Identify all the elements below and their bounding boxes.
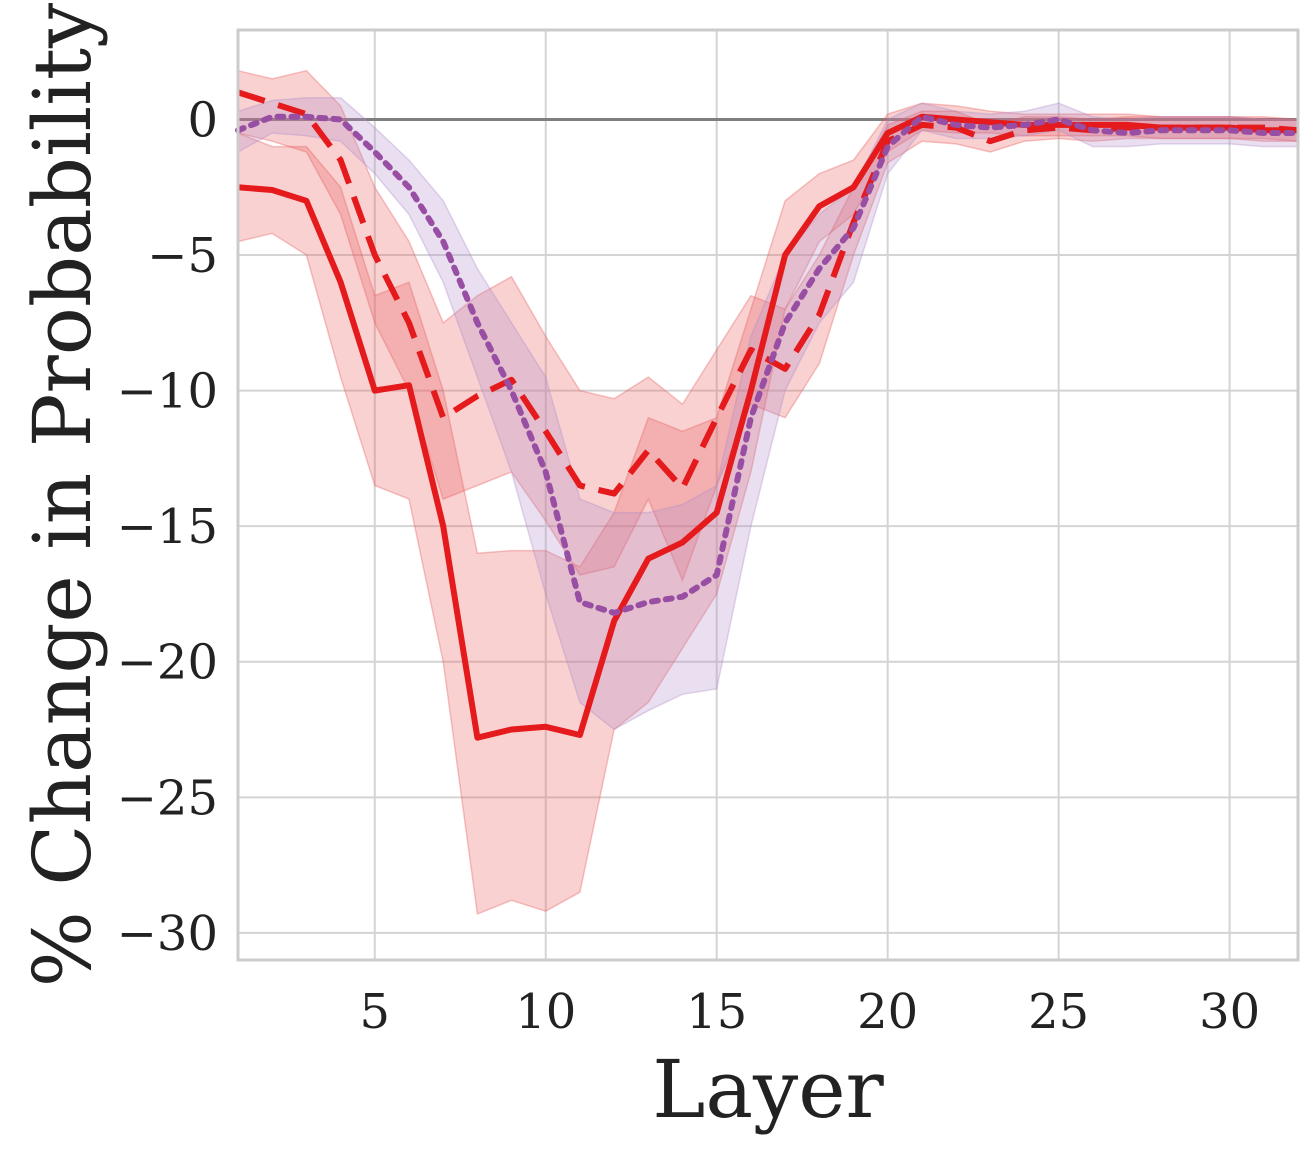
x-tick-label: 25 xyxy=(1028,984,1089,1040)
y-tick-label: −10 xyxy=(117,364,218,420)
x-tick-label: 15 xyxy=(686,984,747,1040)
x-axis-title: Layer xyxy=(652,1043,884,1136)
y-tick-label: −5 xyxy=(147,228,218,284)
y-tick-label: −20 xyxy=(117,635,218,691)
x-tick-label: 5 xyxy=(360,984,391,1040)
dotted-series-line xyxy=(235,113,1301,616)
y-tick-label: −30 xyxy=(117,906,218,962)
plot-background xyxy=(238,30,1298,960)
grid-lines xyxy=(238,30,1298,960)
y-tick-label: 0 xyxy=(187,92,218,148)
solid-series-line xyxy=(237,113,1298,741)
x-tick-label: 30 xyxy=(1199,984,1260,1040)
dashed-series-line xyxy=(237,89,1299,497)
plot-frame xyxy=(236,28,1300,962)
x-tick-label: 20 xyxy=(857,984,918,1040)
series-lines xyxy=(235,89,1301,741)
y-axis-title: % Change in Probability xyxy=(16,3,109,987)
y-tick-label: −25 xyxy=(117,770,218,826)
tick-labels: 5 10 15 20 25 30 0 −5 −10 −15 −20 −25 −30 xyxy=(117,92,1260,1040)
x-tick-label: 10 xyxy=(515,984,576,1040)
y-tick-label: −15 xyxy=(117,499,218,555)
